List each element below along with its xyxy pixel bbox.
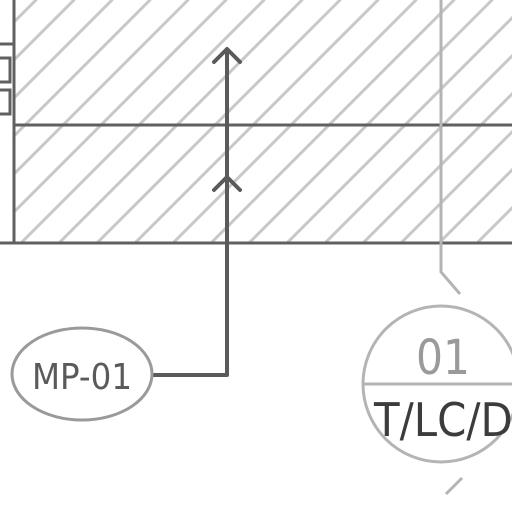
material-leader (150, 47, 242, 377)
section-guide-line (439, 0, 462, 295)
edge-block-upper (0, 56, 12, 84)
hatch-line (437, 167, 512, 242)
hatch-line (14, 0, 114, 101)
leader-arrowhead-mid-icon (212, 175, 242, 192)
material-tag-label: MP-01 (32, 357, 132, 398)
section-marker-sheet-ref: T/LC/DC (373, 393, 512, 447)
material-tag[interactable]: MP-01 (10, 326, 154, 422)
leader-arrowhead-top-icon (212, 47, 242, 64)
leader-line (150, 48, 229, 377)
hatch-line (14, 0, 76, 63)
section-guide-line-lower (444, 476, 464, 496)
hatch-line (399, 129, 512, 242)
edge-block-lower (0, 88, 12, 116)
section-marker[interactable]: 01 T/LC/DC (361, 304, 512, 464)
section-outlines (0, 0, 512, 245)
section-marker-number: 01 (416, 330, 470, 386)
material-tag-ellipse (10, 326, 154, 422)
